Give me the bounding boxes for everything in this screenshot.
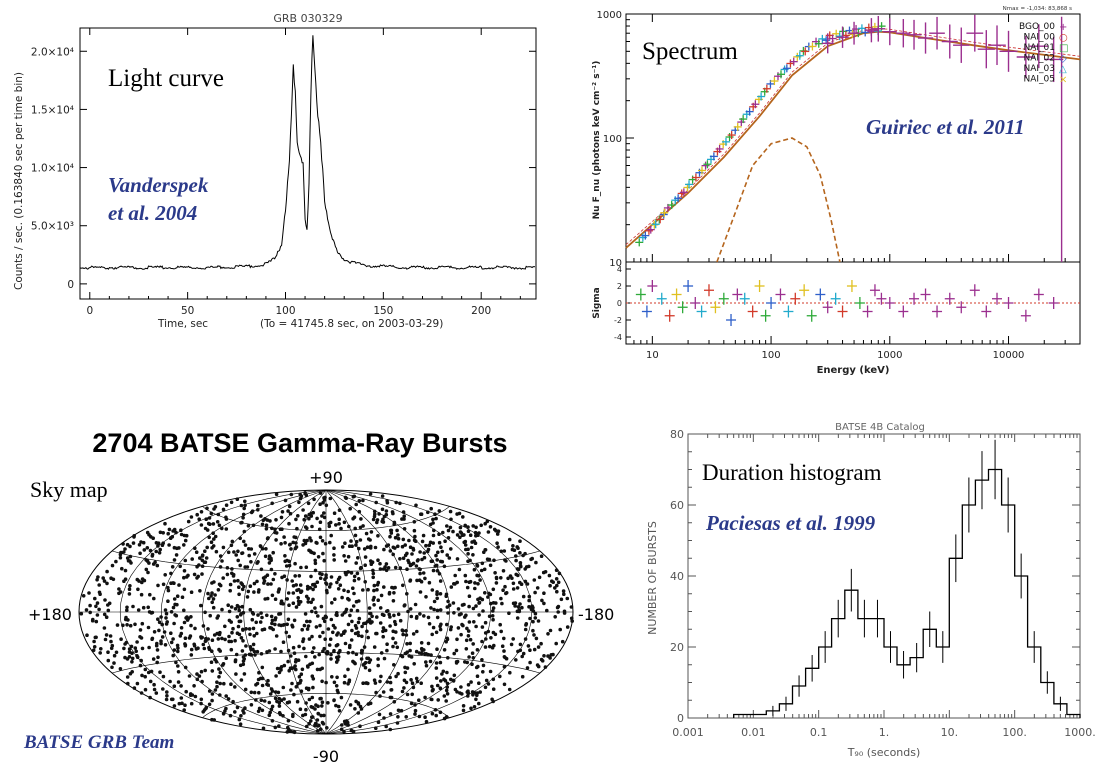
light-curve-y-tick-label: 0: [67, 279, 74, 291]
spectrum-x-tick-label: 100: [762, 350, 781, 361]
spectrum-model-band-line: [625, 30, 1081, 249]
spectrum-residual-ylabel: Sigma: [592, 287, 602, 318]
histogram-x-tick-label: 100.: [1002, 726, 1027, 739]
spectrum-x-tick-label: 10000: [993, 350, 1025, 361]
histogram-panel-label: Duration histogram: [702, 460, 882, 485]
histogram-y-tick-label: 80: [670, 428, 684, 441]
histogram-y-tick-label: 60: [670, 499, 684, 512]
spectrum-legend-marker: +: [1059, 22, 1067, 33]
light-curve-y-tick-label: 2.0×10⁴: [31, 46, 74, 58]
spectrum-x-tick-label: 10: [646, 350, 659, 361]
histogram-x-tick-label: 0.1: [810, 726, 828, 739]
spectrum-x-tick-label: 1000: [877, 350, 902, 361]
light-curve-frame: [79, 27, 537, 300]
sky-map-panel: 2704 BATSE Gamma-Ray Bursts Sky map +90 …: [23, 428, 614, 764]
spectrum-residual-tick-label: -4: [614, 333, 622, 342]
spectrum-legend-marker: ×: [1059, 75, 1067, 86]
histogram-y-tick-label: 40: [670, 570, 684, 583]
light-curve-x-tick-label: 50: [181, 305, 194, 317]
spectrum-residual-tick-label: 4: [617, 265, 622, 274]
spectrum-legend-entry: NAI_05: [1024, 75, 1056, 85]
spectrum-legend-entry: BGO_00: [1019, 22, 1055, 32]
spectrum-xlabel: Energy (keV): [817, 365, 890, 376]
sky-map-label-right: -180: [578, 605, 614, 624]
duration-histogram-panel: BATSE 4B Catalog 0.001 0.01 0.1 1. 10. 100. 10…: [646, 422, 1096, 759]
histogram-x-tick-label: 10.: [941, 726, 959, 739]
spectrum-citation: Guiriec et al. 2011: [866, 115, 1025, 139]
spectrum-residual-tick-label: 0: [617, 299, 622, 308]
light-curve-x-tick-label: 200: [471, 305, 491, 317]
light-curve-panel-label: Light curve: [108, 65, 224, 92]
histogram-citation: Paciesas et al. 1999: [705, 511, 876, 535]
sky-map-parallel: [202, 506, 450, 532]
spectrum-legend-entry: NAI_00: [1024, 33, 1056, 43]
sky-map-panel-label: Sky map: [30, 477, 108, 502]
spectrum-header-note: Nmax = -1,034: 83,868 s: [1003, 6, 1073, 12]
histogram-x-tick-label: 0.01: [741, 726, 766, 739]
histogram-x-tick-label: 1000.: [1064, 726, 1096, 739]
spectrum-legend-entry: NAI_01: [1024, 43, 1056, 53]
histogram-step-line: [733, 468, 1081, 718]
light-curve-xlabel-note: (To = 41745.8 sec, on 2003-03-29): [260, 318, 443, 330]
histogram-y-tick-label: 20: [670, 641, 684, 654]
light-curve-y-tick-label: 1.5×10⁴: [31, 104, 74, 116]
spectrum-thermal-component-line: [716, 137, 841, 263]
spectrum-y-tick-label: 1000: [597, 10, 622, 21]
histogram-ylabel: NUMBER OF BURSTS: [646, 521, 659, 635]
sky-map-parallel: [112, 550, 540, 572]
histogram-x-tick-label: 1.: [879, 726, 890, 739]
spectrum-y-tick-label: 10: [609, 258, 622, 269]
sky-map-burst-dots: [79, 490, 574, 735]
histogram-x-tick-label: 0.001: [672, 726, 704, 739]
spectrum-panel: Nmax = -1,034: 83,868 s 10 100 1000 1000010…: [592, 6, 1081, 376]
spectrum-legend-entry: NAI_02: [1024, 54, 1056, 64]
light-curve-x-tick-label: 150: [373, 305, 393, 317]
sky-map-title: 2704 BATSE Gamma-Ray Bursts: [92, 428, 507, 458]
light-curve-x-tick-label: 0: [86, 305, 93, 317]
light-curve-ylabel: Counts / sec. (0.163840 sec per time bin…: [13, 72, 25, 290]
sky-map-label-left: +180: [28, 605, 72, 624]
light-curve-citation-line: Vanderspek: [108, 173, 209, 197]
light-curve-citation: Vanderspek et al. 2004: [108, 173, 209, 225]
light-curve-panel: GRB 030329 0 50 100 150 200 0 5.0×10³ 1.0×10⁴ 1.…: [13, 12, 537, 330]
spectrum-panel-label: Spectrum: [642, 38, 738, 65]
histogram-xlabel: T₉₀ (seconds): [847, 746, 921, 759]
spectrum-legend-entry: NAI_03: [1024, 64, 1056, 74]
spectrum-y-tick-label: 100: [603, 134, 622, 145]
spectrum-legend-marker: △: [1059, 64, 1067, 75]
histogram-y-tick-label: 0: [677, 712, 684, 725]
spectrum-residual-tick-label: 2: [617, 282, 622, 291]
light-curve-y-tick-label: 1.0×10⁴: [31, 163, 74, 175]
spectrum-ylabel: Nu F_nu (photons keV cm⁻² s⁻¹): [592, 61, 602, 220]
light-curve-y-tick-label: 5.0×10³: [31, 221, 74, 233]
spectrum-residual-tick-label: -2: [614, 316, 622, 325]
sky-map-label-bottom: -90: [313, 747, 339, 764]
histogram-title: BATSE 4B Catalog: [835, 422, 925, 433]
light-curve-citation-line: et al. 2004: [108, 201, 197, 225]
light-curve-title: GRB 030329: [273, 12, 342, 25]
spectrum-legend-marker: ◇: [1059, 54, 1067, 65]
light-curve-xlabel: Time, sec: [157, 318, 208, 330]
spectrum-legend-marker: □: [1059, 43, 1068, 54]
sky-map-citation: BATSE GRB Team: [23, 732, 174, 753]
light-curve-series-line: [79, 35, 536, 270]
light-curve-x-tick-label: 100: [275, 305, 295, 317]
sky-map-parallel: [202, 692, 450, 718]
spectrum-legend-marker: ○: [1059, 33, 1068, 44]
sky-map-label-top: +90: [309, 468, 343, 487]
